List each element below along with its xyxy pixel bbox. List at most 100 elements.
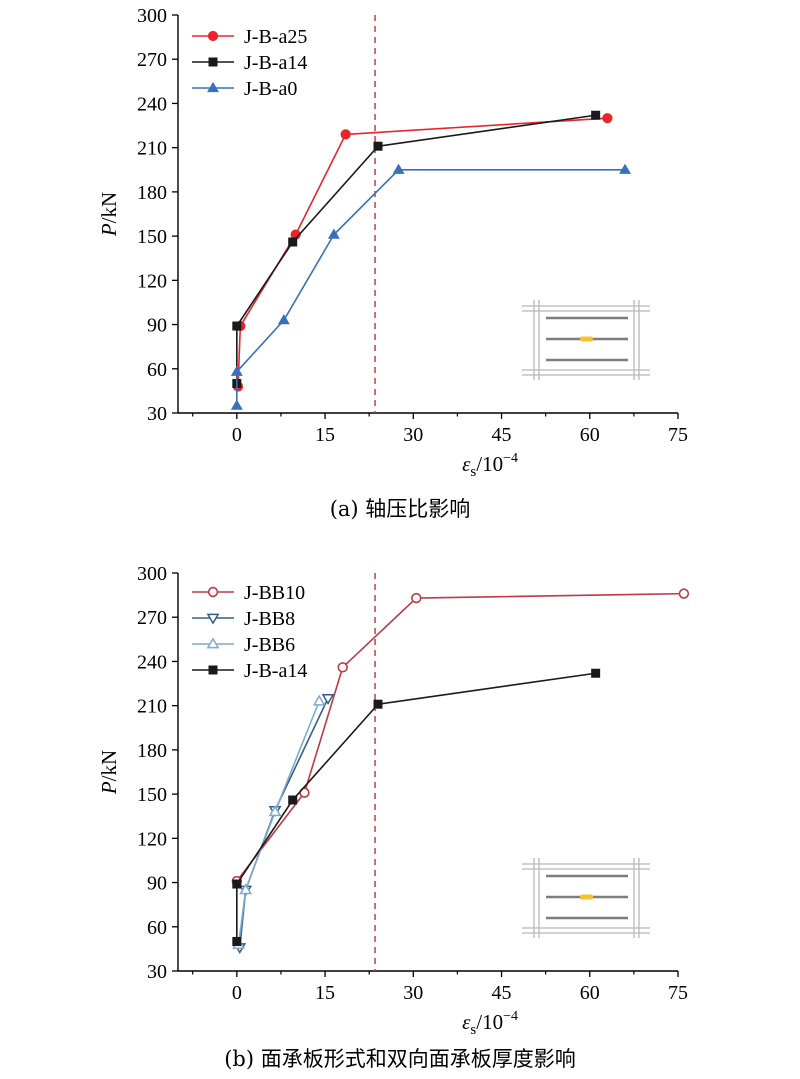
y-tick-label: 300: [137, 5, 167, 27]
y-tick-label: 120: [137, 270, 167, 292]
data-point: [232, 879, 242, 889]
y-tick-label: 180: [137, 740, 167, 762]
series-j-b-a25: [232, 113, 613, 392]
legend-item: J-B-a0: [192, 78, 297, 100]
legend-label: J-B-a14: [244, 660, 307, 682]
y-tick-label: 180: [137, 182, 167, 204]
x-tick-label: 75: [668, 424, 688, 446]
data-point: [411, 592, 422, 604]
y-tick-label: 90: [147, 873, 167, 895]
data-point: [268, 805, 282, 817]
legend-item: J-B-a14: [192, 660, 307, 682]
legend-item: J-BB8: [192, 608, 295, 630]
data-point: [232, 321, 242, 331]
legend-marker: [206, 613, 220, 625]
x-tick-label: 30: [403, 424, 423, 446]
y-tick-label: 90: [147, 315, 167, 337]
data-point: [591, 668, 601, 678]
series-j-b-a14: [232, 110, 601, 389]
data-point: [321, 693, 335, 705]
legend-marker: [208, 57, 218, 67]
legend-label: J-BB8: [244, 608, 295, 630]
x-tick-label: 30: [403, 982, 423, 1004]
y-tick-label: 240: [137, 651, 167, 673]
x-tick-label: 15: [315, 424, 335, 446]
series-line: [236, 672, 596, 942]
data-point: [373, 141, 383, 151]
data-point: [678, 588, 690, 599]
legend-label: J-BB10: [244, 582, 305, 604]
y-axis-title: P/kN: [97, 192, 121, 237]
data-point: [288, 237, 298, 247]
legend-item: J-BB6: [192, 634, 295, 656]
legend-marker: [207, 30, 219, 42]
series-line: [237, 117, 608, 387]
data-point: [327, 228, 340, 239]
y-tick-label: 150: [137, 226, 167, 248]
legend-item: J-BB10: [192, 582, 305, 604]
legend-marker: [206, 637, 220, 649]
data-point: [288, 795, 298, 805]
legend-item: J-B-a14: [192, 52, 307, 74]
y-axis-title: P/kN: [97, 750, 121, 795]
legend-marker: [207, 586, 219, 598]
series-j-b-a0: [230, 163, 632, 410]
data-point: [591, 110, 601, 120]
data-point: [230, 399, 243, 410]
y-tick-label: 30: [147, 961, 167, 983]
data-point: [373, 699, 383, 709]
y-tick-label: 270: [137, 49, 167, 71]
series-j-b-a14: [232, 668, 601, 947]
chart-panel-b: 30 60 90 120 150 180 210 240 270 300 0 15 30 45 60 75 P/…: [97, 563, 690, 1071]
data-point: [337, 662, 348, 673]
figure-caption: (a) 轴压比影响: [330, 497, 471, 521]
diagram-connector: [580, 894, 593, 900]
data-point: [277, 314, 290, 325]
x-axis-title: εs/10−4: [462, 451, 518, 480]
series-line: [236, 168, 626, 406]
x-tick-label: 60: [580, 424, 600, 446]
legend-marker: [207, 81, 219, 93]
y-tick-label: 150: [137, 784, 167, 806]
legend-item: J-B-a25: [192, 26, 307, 48]
x-tick-label: 15: [315, 982, 335, 1004]
series-line: [237, 700, 320, 945]
legend-label: J-B-a0: [244, 78, 297, 100]
y-tick-label: 210: [137, 696, 167, 718]
diagram-connector: [580, 336, 593, 342]
y-tick-label: 60: [147, 359, 167, 381]
legend-label: J-BB6: [244, 634, 295, 656]
series-j-bb10: [231, 588, 690, 887]
figure-caption: (b) 面承板形式和双向面承板厚度影响: [224, 1047, 576, 1071]
x-tick-label: 0: [232, 424, 242, 446]
x-axis-title: εs/10−4: [462, 1009, 518, 1038]
legend-label: J-B-a14: [244, 52, 307, 74]
y-tick-label: 240: [137, 93, 167, 115]
series-j-bb8: [233, 693, 335, 954]
series-line: [238, 697, 329, 948]
x-tick-label: 60: [580, 982, 600, 1004]
data-point: [619, 163, 632, 174]
x-tick-label: 45: [492, 982, 512, 1004]
data-point: [392, 163, 405, 174]
series-line: [236, 114, 596, 384]
x-tick-label: 75: [668, 982, 688, 1004]
x-tick-label: 0: [232, 982, 242, 1004]
y-tick-label: 30: [147, 403, 167, 425]
data-point: [602, 113, 613, 124]
legend-label: J-B-a25: [244, 26, 307, 48]
data-point: [232, 937, 242, 947]
data-point: [312, 694, 326, 706]
data-point: [239, 883, 253, 895]
y-tick-label: 300: [137, 563, 167, 585]
y-tick-label: 210: [137, 138, 167, 160]
y-tick-label: 60: [147, 917, 167, 939]
y-tick-label: 270: [137, 607, 167, 629]
legend-marker: [208, 665, 218, 675]
chart-panel-a: 30 60 90 120 150 180 210 240 270 300 0 15 30 45 60 75 P/…: [97, 5, 688, 521]
series-line: [236, 592, 684, 882]
data-point: [230, 365, 243, 376]
data-point: [340, 129, 351, 140]
x-tick-label: 45: [492, 424, 512, 446]
